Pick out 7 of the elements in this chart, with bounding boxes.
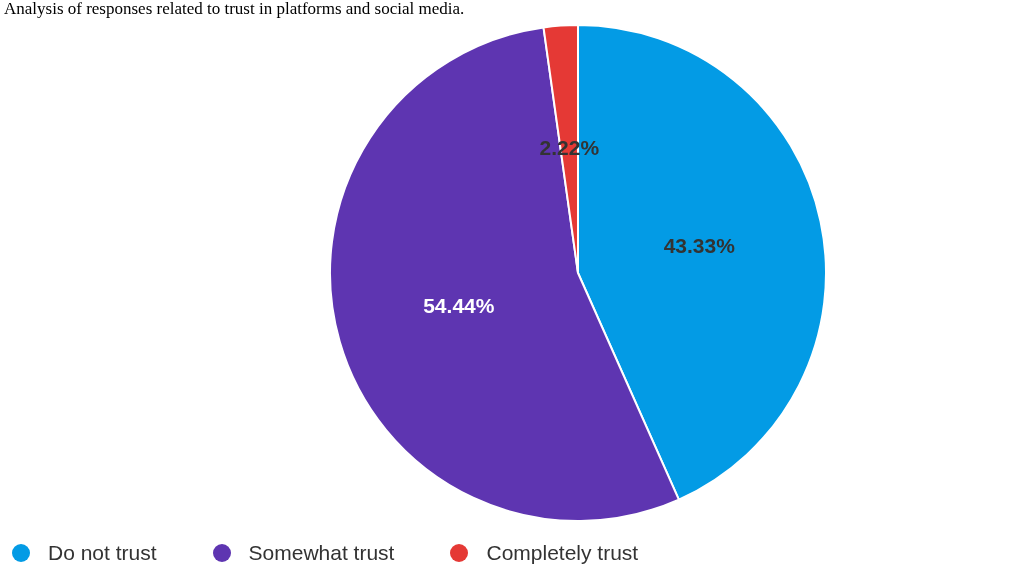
data-label: 43.33% xyxy=(663,234,736,258)
data-label: 54.44% xyxy=(423,293,495,317)
legend-label: Completely trust xyxy=(486,541,639,565)
legend-label: Somewhat trust xyxy=(248,541,395,565)
chart-title: Analysis of responses related to trust in platforms and social media. xyxy=(4,0,465,18)
legend-label: Do not trust xyxy=(48,541,157,565)
data-label: 2.22% xyxy=(539,136,600,160)
